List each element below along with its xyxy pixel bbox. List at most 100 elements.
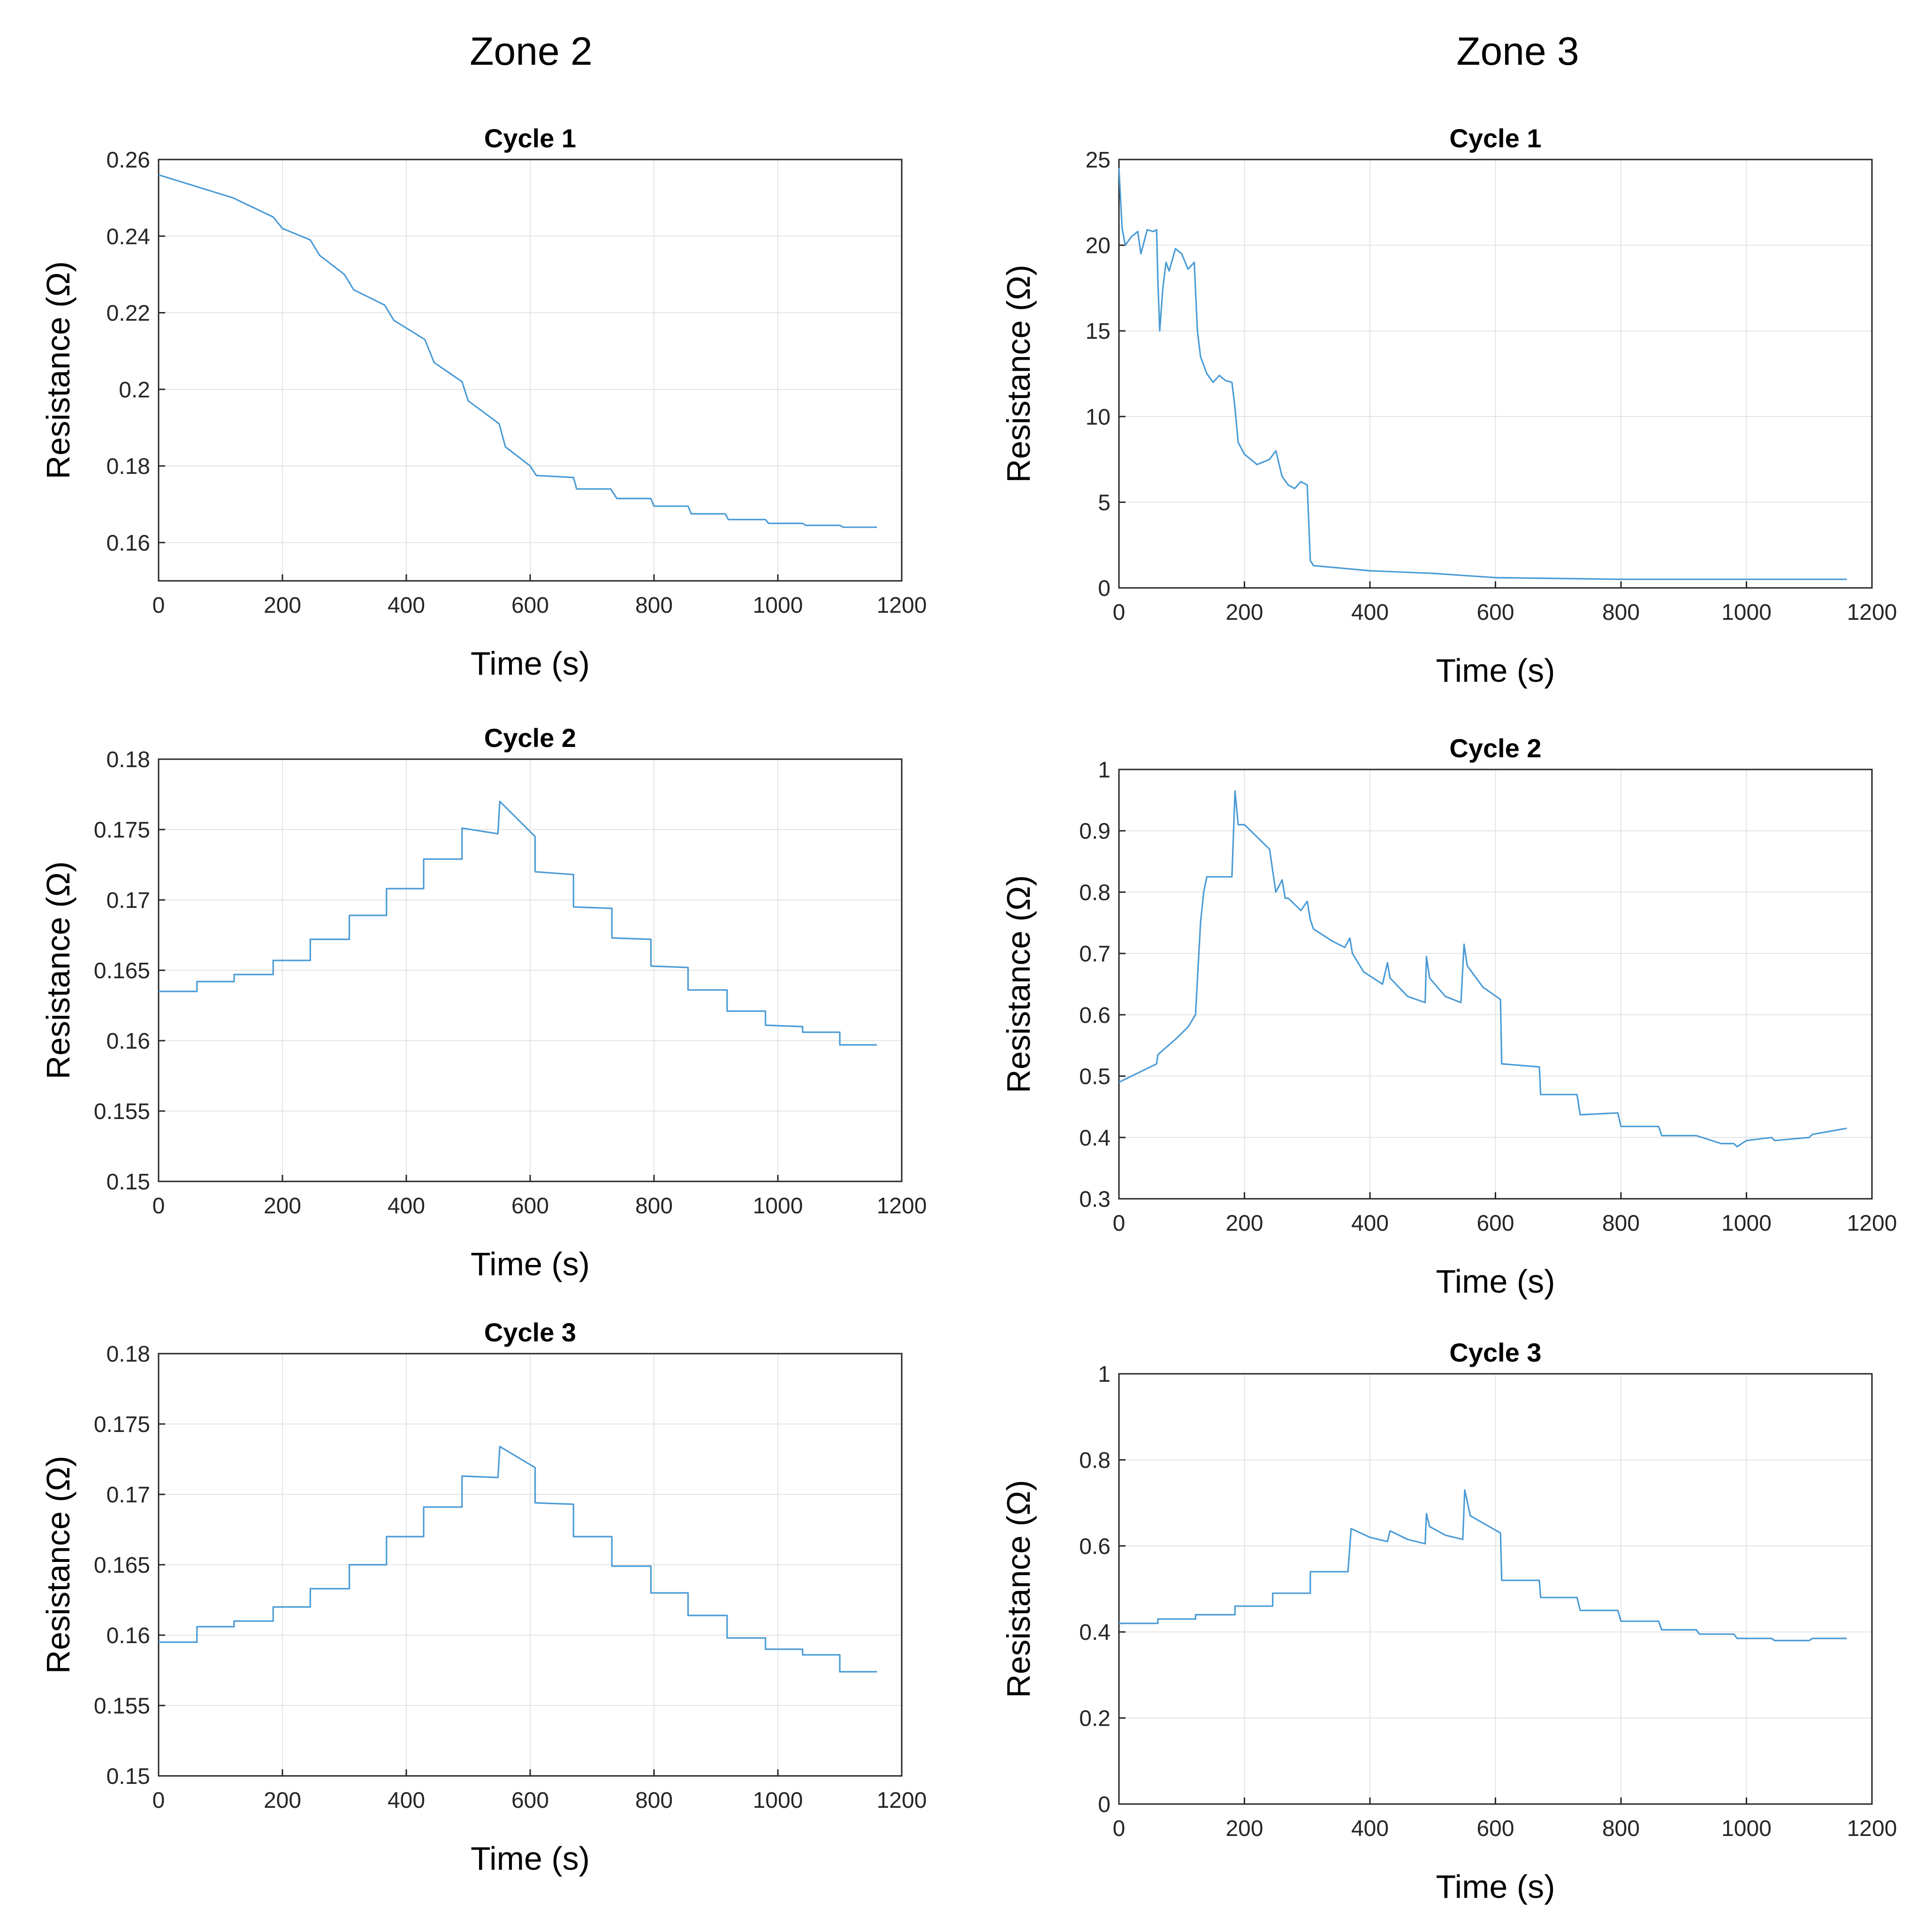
x-tick-label: 600	[1476, 600, 1514, 625]
x-tick-label: 1000	[1721, 1816, 1772, 1841]
x-tick-label: 1200	[1847, 1816, 1897, 1841]
y-axis-label: Resistance (Ω)	[40, 1456, 76, 1674]
x-tick-label: 0	[1113, 1211, 1126, 1236]
y-tick-label: 0.7	[1079, 942, 1111, 967]
series-line-resistance	[159, 800, 877, 1046]
x-axis-label: Time (s)	[1436, 1868, 1555, 1905]
y-tick-label: 0.18	[106, 747, 150, 772]
chart-title: Cycle 1	[484, 123, 576, 153]
x-tick-label: 1200	[877, 1788, 927, 1813]
y-tick-label: 5	[1098, 490, 1111, 515]
y-tick-label: 0.155	[94, 1099, 150, 1124]
y-tick-label: 0.17	[106, 888, 150, 913]
x-tick-label: 200	[1225, 1211, 1263, 1236]
series-line-resistance	[1118, 790, 1847, 1148]
x-axis-label: Time (s)	[471, 1246, 590, 1282]
x-tick-label: 0	[152, 1194, 165, 1218]
y-tick-label: 0	[1098, 576, 1111, 601]
x-axis-label: Time (s)	[1436, 652, 1555, 689]
y-tick-label: 0.4	[1079, 1620, 1111, 1645]
y-axis-label: Resistance (Ω)	[1000, 1480, 1037, 1698]
y-tick-label: 0.155	[94, 1694, 150, 1719]
y-tick-label: 0.8	[1079, 1448, 1111, 1473]
x-tick-label: 800	[635, 1788, 673, 1813]
x-tick-label: 200	[1225, 1816, 1263, 1841]
y-tick-label: 0.8	[1079, 880, 1111, 905]
series-line-resistance	[158, 174, 877, 528]
x-tick-label: 1000	[1721, 600, 1772, 625]
y-tick-label: 0.4	[1079, 1126, 1111, 1150]
y-tick-label: 0.165	[94, 959, 150, 983]
x-tick-label: 1200	[1847, 600, 1897, 625]
y-tick-label: 0.9	[1079, 819, 1111, 844]
y-tick-label: 1	[1098, 758, 1111, 783]
x-tick-label: 1200	[1847, 1211, 1897, 1236]
x-tick-label: 200	[1225, 600, 1263, 625]
y-tick-label: 0.165	[94, 1553, 150, 1578]
chart-title: Cycle 1	[1449, 123, 1541, 153]
x-tick-label: 0	[1113, 1816, 1126, 1841]
chart-zone3-cycle1: 0 200 400 600 800 1000 1200 0 5 10 15 20 25 Cycle 1 Ti…	[1000, 123, 1897, 689]
x-tick-label: 1000	[753, 593, 803, 618]
y-tick-label: 1	[1098, 1362, 1111, 1387]
y-tick-label: 0.22	[106, 301, 150, 326]
chart-title: Cycle 3	[484, 1317, 576, 1347]
series-line-resistance	[1119, 1489, 1847, 1642]
x-axis-label: Time (s)	[1436, 1263, 1555, 1300]
y-tick-label: 0.6	[1079, 1003, 1111, 1028]
y-tick-label: 0.15	[106, 1764, 150, 1789]
x-tick-label: 400	[388, 593, 425, 618]
y-tick-label: 0	[1098, 1792, 1111, 1817]
y-tick-label: 0.17	[106, 1483, 150, 1508]
x-tick-label: 0	[152, 593, 165, 618]
x-tick-label: 1000	[753, 1194, 803, 1218]
x-tick-label: 200	[264, 1788, 301, 1813]
y-tick-label: 0.3	[1079, 1187, 1111, 1212]
x-tick-label: 800	[635, 593, 673, 618]
y-tick-label: 0.2	[1079, 1706, 1111, 1731]
x-tick-label: 0	[152, 1788, 165, 1813]
x-tick-label: 400	[1351, 600, 1389, 625]
chart-zone2-cycle2: 0 200 400 600 800 1000 1200 0.15 0.155 0.16 0.165 0…	[40, 723, 927, 1282]
y-tick-label: 0.26	[106, 148, 150, 173]
x-axis-label: Time (s)	[471, 645, 590, 682]
y-tick-label: 0.6	[1079, 1534, 1111, 1559]
y-tick-label: 0.16	[106, 1029, 150, 1054]
y-tick-label: 0.18	[106, 1342, 150, 1367]
zone-3-header: Zone 3	[1456, 29, 1579, 73]
y-axis-label: Resistance (Ω)	[40, 261, 76, 480]
y-tick-label: 15	[1086, 319, 1111, 344]
x-tick-label: 400	[388, 1194, 425, 1218]
chart-zone3-cycle2: 0 200 400 600 800 1000 1200 0.3 0.4 0.5 0.6 0.7 0.8 0…	[1000, 733, 1897, 1300]
y-tick-label: 0.2	[119, 378, 150, 403]
x-tick-label: 800	[1602, 600, 1640, 625]
y-tick-label: 0.5	[1079, 1065, 1111, 1089]
zone-2-header: Zone 2	[470, 29, 593, 73]
y-tick-label: 20	[1086, 234, 1111, 259]
x-tick-label: 800	[635, 1194, 673, 1218]
chart-title: Cycle 3	[1449, 1338, 1541, 1367]
y-axis-label: Resistance (Ω)	[40, 861, 76, 1080]
x-axis-label: Time (s)	[471, 1840, 590, 1877]
x-tick-label: 200	[264, 1194, 301, 1218]
x-tick-label: 600	[1476, 1816, 1514, 1841]
series-line-resistance	[1118, 168, 1847, 580]
chart-title: Cycle 2	[1449, 733, 1541, 763]
x-tick-label: 600	[511, 1194, 549, 1218]
y-tick-label: 0.15	[106, 1170, 150, 1195]
y-tick-label: 0.175	[94, 818, 150, 843]
y-tick-label: 10	[1086, 405, 1111, 430]
y-axis-label: Resistance (Ω)	[1000, 875, 1037, 1093]
x-tick-label: 800	[1602, 1816, 1640, 1841]
x-tick-label: 600	[511, 593, 549, 618]
x-tick-label: 400	[388, 1788, 425, 1813]
x-tick-label: 1200	[877, 1194, 927, 1218]
series-line-resistance	[159, 1446, 877, 1673]
y-axis-label: Resistance (Ω)	[1000, 265, 1037, 483]
chart-title: Cycle 2	[484, 723, 576, 753]
x-tick-label: 200	[264, 593, 301, 618]
y-tick-label: 0.24	[106, 224, 150, 249]
y-tick-label: 0.175	[94, 1412, 150, 1437]
chart-zone3-cycle3: 0 200 400 600 800 1000 1200 0 0.2 0.4 0.6 0.8 1 Cycle…	[1000, 1338, 1897, 1905]
